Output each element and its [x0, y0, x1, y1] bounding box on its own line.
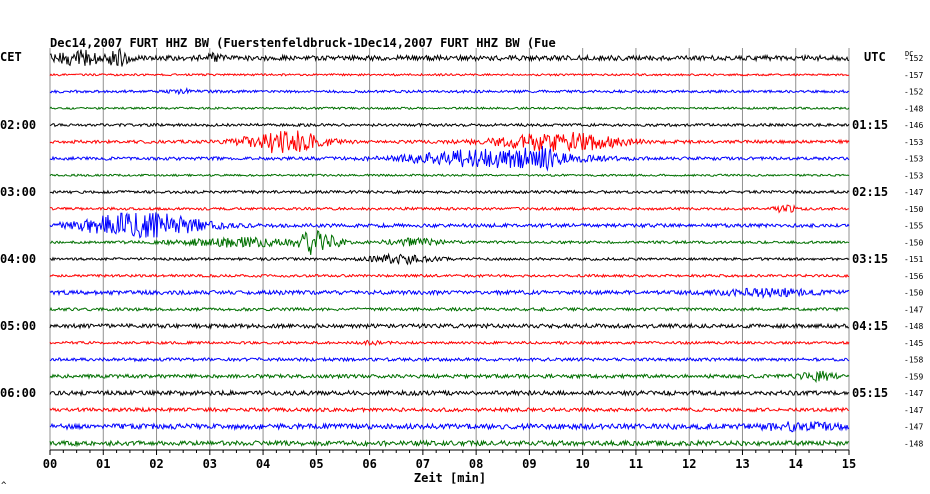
- dc-value-row-9: -150: [904, 205, 923, 214]
- trace-row-5: [49, 130, 850, 154]
- x-tick-label: 04: [256, 457, 270, 471]
- label-group: -152 -157 -152 -148 -146 -153 -153 -153 -147 -150…: [0, 54, 923, 448]
- cet-header: CET: [0, 50, 22, 64]
- trace-row-7: [49, 173, 850, 178]
- trace-row-20: [49, 388, 850, 397]
- x-tick-label: 14: [789, 457, 803, 471]
- dc-header: DC: [905, 50, 913, 58]
- dc-value-row-7: -153: [904, 171, 923, 180]
- chart-title: Dec14,2007 FURT HHZ BW (Fuerstenfeldbruc…: [50, 36, 556, 50]
- trace-row-21: [49, 406, 850, 414]
- x-tick-label: 09: [522, 457, 536, 471]
- x-axis: 00 01 02 03 04 05 06 07 08 09 10 11 12 13 14 15: [43, 449, 856, 471]
- x-tick-label: 08: [469, 457, 483, 471]
- utc-hour-label: 02:15: [852, 185, 888, 199]
- trace-row-10: [49, 212, 850, 239]
- trace-row-11: [49, 230, 850, 256]
- dc-value-row-17: -145: [904, 339, 923, 348]
- x-tick-label: 13: [735, 457, 749, 471]
- dc-value-row-14: -150: [904, 289, 923, 298]
- x-tick-label: 03: [203, 457, 217, 471]
- trace-group: [49, 47, 850, 448]
- trace-row-15: [49, 306, 850, 313]
- trace-row-17: [49, 339, 850, 347]
- utc-hour-label: 05:15: [852, 386, 888, 400]
- trace-row-22: [49, 420, 850, 433]
- cet-hour-label: 02:00: [0, 118, 36, 132]
- trace-row-3: [49, 106, 850, 111]
- trace-row-6: [49, 145, 850, 172]
- dc-value-row-18: -158: [904, 356, 923, 365]
- cet-hour-label: 04:00: [0, 252, 36, 266]
- trace-row-19: [49, 370, 850, 384]
- x-tick-label: 15: [842, 457, 856, 471]
- dc-value-row-4: -146: [904, 121, 923, 130]
- trace-row-1: [49, 72, 850, 77]
- dc-value-row-23: -148: [904, 439, 923, 448]
- cet-hour-label: 05:00: [0, 319, 36, 333]
- trace-row-14: [49, 287, 850, 300]
- x-tick-label: 07: [416, 457, 430, 471]
- dc-value-row-10: -155: [904, 222, 923, 231]
- x-tick-label: 00: [43, 457, 57, 471]
- dc-value-row-11: -150: [904, 238, 923, 247]
- x-tick-label: 10: [575, 457, 589, 471]
- dc-value-row-22: -147: [904, 423, 923, 432]
- cet-hour-label: 06:00: [0, 386, 36, 400]
- x-tick-label: 05: [309, 457, 323, 471]
- x-tick-label: 06: [362, 457, 376, 471]
- trace-row-23: [49, 439, 850, 448]
- x-tick-label: 01: [96, 457, 110, 471]
- dc-value-row-6: -153: [904, 155, 923, 164]
- trace-row-0: [49, 47, 850, 67]
- utc-hour-label: 03:15: [852, 252, 888, 266]
- trace-row-8: [49, 189, 850, 195]
- x-axis-title: Zeit [min]: [414, 471, 486, 485]
- dc-value-row-8: -147: [904, 188, 923, 197]
- utc-header: UTC: [864, 50, 886, 64]
- trace-row-2: [49, 87, 850, 96]
- dc-value-row-2: -152: [904, 88, 923, 97]
- dc-value-row-19: -159: [904, 372, 923, 381]
- dc-value-row-1: -157: [904, 71, 923, 80]
- x-tick-label: 12: [682, 457, 696, 471]
- dc-value-row-21: -147: [904, 406, 923, 415]
- time-grid: [49, 48, 850, 450]
- utc-hour-label: 01:15: [852, 118, 888, 132]
- dc-value-row-16: -148: [904, 322, 923, 331]
- x-tick-label: 11: [629, 457, 643, 471]
- dc-value-row-3: -148: [904, 104, 923, 113]
- x-tick-label: 02: [149, 457, 163, 471]
- trace-row-13: [49, 273, 850, 279]
- trace-row-9: [49, 204, 849, 214]
- trace-row-16: [49, 322, 850, 330]
- corner-mark: ^: [1, 481, 7, 491]
- trace-row-12: [49, 252, 850, 266]
- dc-value-row-15: -147: [904, 305, 923, 314]
- trace-row-4: [49, 122, 850, 128]
- dc-value-row-0: -152: [904, 54, 923, 63]
- cet-hour-label: 03:00: [0, 185, 36, 199]
- dc-value-row-20: -147: [904, 389, 923, 398]
- dc-value-row-5: -153: [904, 138, 923, 147]
- dc-value-row-13: -156: [904, 272, 923, 281]
- dc-value-row-12: -151: [904, 255, 923, 264]
- trace-row-18: [49, 356, 850, 363]
- utc-hour-label: 04:15: [852, 319, 888, 333]
